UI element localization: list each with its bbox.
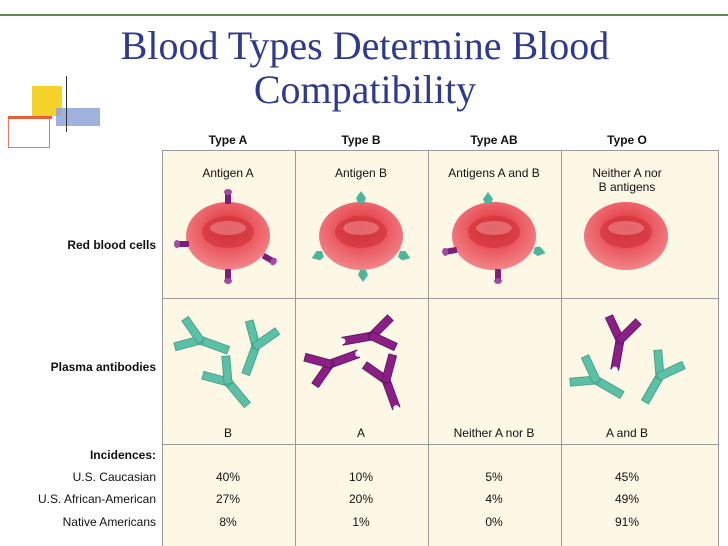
antigen-label-type-o-line2: B antigens: [598, 180, 656, 194]
grid-line: [162, 150, 163, 546]
population-label: U.S. Caucasian: [72, 470, 156, 484]
deco-blue-square: [56, 108, 100, 126]
antigen-label-type-ab: Antigens A and B: [448, 166, 540, 180]
antigen-label-type-o: Neither A nor B antigens: [561, 166, 693, 194]
grid-line: [718, 150, 719, 546]
row-label-plasma-antibodies: Plasma antibodies: [50, 360, 156, 374]
antibody-label-type-a: B: [223, 426, 232, 440]
incidence-value: 91%: [614, 515, 640, 529]
deco-vertical-line: [66, 76, 67, 132]
antibody-anti-b: [228, 317, 282, 381]
deco-red-bar: [8, 116, 52, 119]
incidence-value: 8%: [219, 515, 237, 529]
antigen-label-type-a: Antigen A: [202, 166, 254, 180]
incidence-value: 0%: [485, 515, 503, 529]
incidence-value: 20%: [348, 492, 374, 506]
incidence-value: 27%: [215, 492, 241, 506]
header-type-a: Type A: [208, 133, 248, 147]
row-label-red-blood-cells: Red blood cells: [67, 238, 156, 252]
antibody-anti-a: [360, 351, 415, 418]
incidence-value: 49%: [614, 492, 640, 506]
grid-line: [295, 150, 296, 546]
row-label-incidences: Incidences:: [89, 448, 156, 462]
title-line-2: Compatibility: [253, 67, 477, 112]
grid-line: [162, 298, 719, 299]
grid-line: [561, 150, 562, 546]
population-label: U.S. African-American: [37, 492, 156, 506]
antibody-anti-a: [335, 313, 399, 361]
antigen-label-type-o-line1: Neither A nor: [592, 166, 662, 180]
antibody-anti-a: [301, 335, 368, 390]
header-type-ab: Type AB: [470, 133, 518, 147]
incidence-value: 45%: [614, 470, 640, 484]
incidence-value: 10%: [348, 470, 374, 484]
antibody-anti-b: [566, 352, 632, 412]
incidence-value: 40%: [215, 470, 241, 484]
antibody-label-type-b: A: [356, 426, 365, 440]
antibody-anti-b: [628, 346, 688, 412]
top-rule: [0, 14, 728, 16]
deco-red-square: [8, 116, 50, 148]
title-line-1: Blood Types Determine Blood: [120, 23, 610, 68]
red-blood-cell-type-b: [310, 191, 412, 282]
grid-line: [162, 444, 719, 445]
header-type-o: Type O: [607, 133, 647, 147]
slide-title: Blood Types Determine Blood Compatibilit…: [40, 24, 690, 112]
grid-line: [162, 150, 719, 151]
red-blood-cell-type-ab: [441, 192, 547, 284]
antibody-label-type-ab: Neither A nor B: [453, 426, 535, 440]
red-blood-cell-type-o: [584, 202, 668, 270]
red-blood-cell-type-a: [174, 189, 279, 284]
antigen-label-type-b: Antigen B: [334, 166, 388, 180]
grid-line: [428, 150, 429, 546]
incidence-value: 1%: [352, 515, 370, 529]
antibody-label-type-o: A and B: [605, 426, 649, 440]
population-label: Native Americans: [62, 515, 156, 529]
incidence-value: 4%: [485, 492, 503, 506]
antibody-anti-a: [595, 313, 643, 377]
incidence-value: 5%: [485, 470, 503, 484]
header-type-b: Type B: [341, 133, 381, 147]
